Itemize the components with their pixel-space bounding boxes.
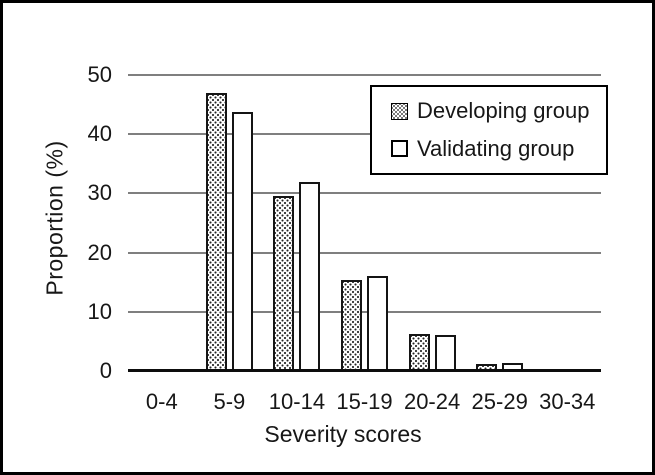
bar-group-10-14 [263,182,331,371]
x-axis-line [128,369,601,372]
bar-group-20-24 [398,334,466,371]
x-tick-label-0-4: 0-4 [145,389,178,414]
bar-group-15-19 [331,276,399,371]
gridline-10 [128,310,601,313]
bar-validating-group-5-9 [231,112,253,371]
y-axis-title: Proportion (%) [41,140,68,296]
bar-developing-group-10-14 [273,196,295,371]
bar-developing-group-5-9 [205,93,227,371]
legend-entry-validating-group: Validating group [391,136,606,162]
y-tick-label-50: 50 [87,62,112,87]
x-tick-label-25-29: 25-29 [471,389,528,414]
bar-validating-group-20-24 [434,335,456,371]
legend: Developing group Validating group [370,85,608,175]
x-tick-label-20-24: 20-24 [403,389,461,414]
bar-validating-group-10-14 [299,182,321,371]
legend-entry-developing-group: Developing group [391,98,606,124]
y-tick-label-0: 0 [99,358,112,383]
bar-group-5-9 [196,93,264,371]
gridline-20 [128,251,601,254]
bars-layer [128,75,601,371]
bar-validating-group-15-19 [367,276,389,371]
x-tick-label-15-19: 15-19 [336,389,393,414]
legend-label-developing-group: Developing group [417,98,590,124]
y-tick-label-30: 30 [87,180,112,206]
y-tick-label-10: 10 [87,298,112,324]
x-tick-label-5-9: 5-9 [213,389,246,414]
bar-group-25-29 [466,363,534,371]
legend-swatch-validating-group-icon [391,140,408,158]
legend-label-validating-group: Validating group [417,135,575,161]
y-tick-label-20: 20 [87,239,112,265]
bar-developing-group-25-29 [476,364,498,371]
plot-area: Developing group Validating group 0 10 20 30… [88,62,608,383]
gridline-50 [128,74,601,76]
x-tick-label-10-14: 10-14 [268,389,326,414]
y-tick-label-40: 40 [87,121,112,147]
gridline-40 [128,133,601,136]
bar-validating-group-25-29 [502,363,524,371]
gridline-30 [128,192,601,195]
x-axis-tick-labels: 0-4 5-9 10-14 15-19 20-24 25-29 30-34 [128,389,601,415]
bar-developing-group-20-24 [408,334,430,371]
legend-swatch-developing-group-icon [391,102,408,120]
x-tick-label-30-34: 30-34 [539,389,596,414]
x-axis-title: Severity scores [264,421,422,447]
bar-developing-group-15-19 [341,280,363,371]
